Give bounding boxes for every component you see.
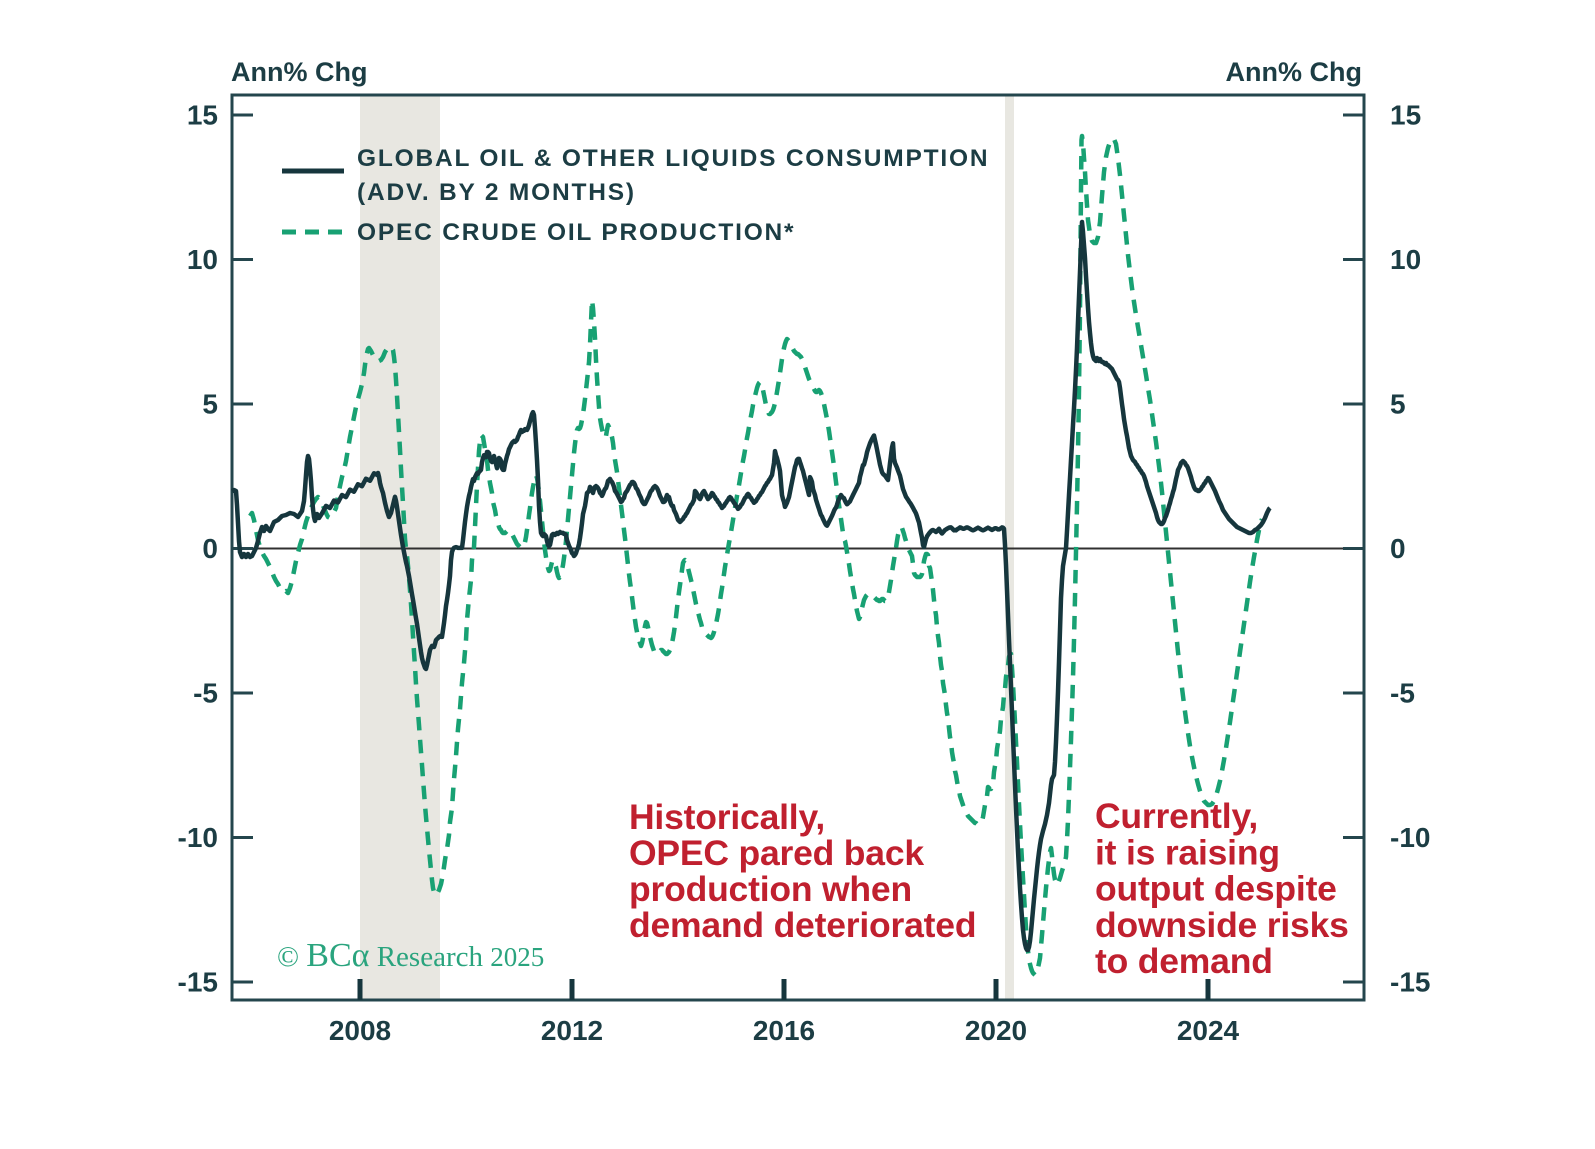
svg-text:15: 15 <box>187 100 218 131</box>
svg-text:output despite: output despite <box>1095 869 1337 909</box>
svg-text:demand deteriorated: demand deteriorated <box>629 905 976 945</box>
svg-text:OPEC CRUDE OIL PRODUCTION*: OPEC CRUDE OIL PRODUCTION* <box>357 219 795 246</box>
svg-text:Ann% Chg: Ann% Chg <box>231 57 367 87</box>
svg-text:15: 15 <box>1390 100 1421 131</box>
svg-text:10: 10 <box>187 244 218 275</box>
svg-text:5: 5 <box>1390 389 1406 420</box>
svg-text:-5: -5 <box>1390 678 1415 709</box>
svg-text:2020: 2020 <box>965 1015 1027 1046</box>
svg-text:0: 0 <box>1390 533 1406 564</box>
svg-text:-5: -5 <box>193 678 218 709</box>
svg-text:0: 0 <box>202 533 218 564</box>
svg-text:Currently,: Currently, <box>1095 796 1258 836</box>
svg-text:to demand: to demand <box>1095 941 1273 981</box>
svg-text:2008: 2008 <box>329 1015 391 1046</box>
svg-text:© BCα Research 2025: © BCα Research 2025 <box>277 937 544 974</box>
svg-text:2016: 2016 <box>753 1015 815 1046</box>
svg-text:Ann% Chg: Ann% Chg <box>1226 57 1362 87</box>
svg-text:5: 5 <box>202 389 218 420</box>
svg-text:10: 10 <box>1390 244 1421 275</box>
svg-text:production when: production when <box>629 869 912 909</box>
svg-text:2024: 2024 <box>1177 1015 1240 1046</box>
svg-text:-10: -10 <box>178 822 218 853</box>
svg-text:it is raising: it is raising <box>1095 832 1280 872</box>
svg-text:GLOBAL OIL & OTHER LIQUIDS CON: GLOBAL OIL & OTHER LIQUIDS CONSUMPTION <box>357 145 989 172</box>
svg-text:downside risks: downside risks <box>1095 905 1349 945</box>
svg-text:Historically,: Historically, <box>629 797 825 837</box>
svg-text:-15: -15 <box>1390 967 1430 998</box>
svg-text:-10: -10 <box>1390 822 1430 853</box>
svg-text:OPEC pared back: OPEC pared back <box>629 833 924 873</box>
svg-text:-15: -15 <box>178 967 218 998</box>
svg-text:(ADV. BY 2 MONTHS): (ADV. BY 2 MONTHS) <box>357 179 636 206</box>
svg-text:2012: 2012 <box>541 1015 603 1046</box>
